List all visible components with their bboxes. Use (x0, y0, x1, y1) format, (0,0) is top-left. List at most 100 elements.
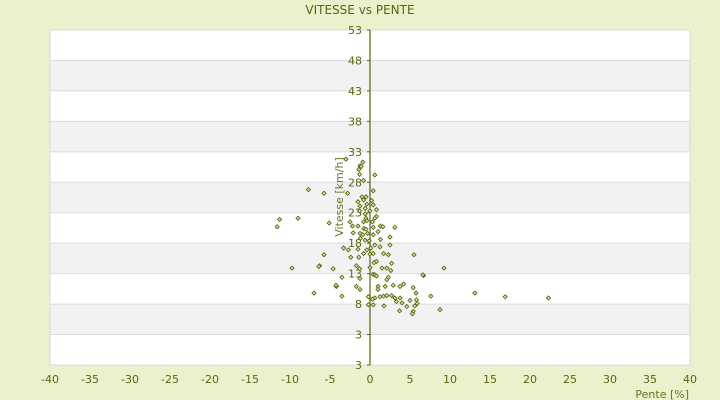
y-tick-label: 3 (355, 359, 362, 372)
data-point (392, 295, 398, 301)
data-point (364, 218, 370, 224)
data-point (348, 254, 354, 260)
data-point (377, 236, 384, 243)
data-point (369, 296, 376, 302)
chart-title: VITESSE vs PENTE (305, 3, 415, 17)
x-tick-label: -25 (161, 373, 179, 386)
data-point (362, 211, 368, 217)
data-point (345, 247, 352, 253)
y-tick-label: 18 (348, 237, 362, 250)
data-point (360, 197, 367, 203)
data-point (373, 207, 380, 213)
data-point (311, 290, 317, 296)
data-point (373, 258, 380, 265)
y-tick-label: 43 (348, 85, 362, 98)
data-point (400, 281, 407, 287)
data-point (387, 234, 393, 240)
x-tick-label: -30 (121, 373, 139, 386)
data-point (370, 302, 376, 308)
data-point (396, 308, 403, 314)
data-point (344, 190, 351, 196)
data-point (371, 260, 377, 266)
data-point (356, 208, 363, 214)
data-point (363, 194, 369, 200)
x-tick-label: -5 (325, 373, 336, 386)
x-axis-title: Pente [%] (635, 388, 689, 400)
data-point (356, 254, 362, 260)
data-point (350, 230, 356, 236)
x-tick-label: 0 (367, 373, 374, 386)
data-point (368, 197, 375, 204)
data-point (384, 265, 390, 271)
x-tick-label: 35 (643, 373, 657, 386)
x-tick-label: -15 (241, 373, 259, 386)
data-point (370, 232, 376, 238)
data-point (321, 252, 327, 258)
data-point (384, 277, 390, 283)
data-point (369, 219, 376, 225)
data-point (375, 286, 381, 293)
data-point (355, 246, 361, 252)
data-point (316, 263, 322, 269)
data-point (365, 294, 372, 300)
data-point (502, 294, 508, 300)
data-point (349, 223, 356, 229)
data-point (372, 172, 378, 178)
data-point (355, 199, 361, 205)
data-point (393, 299, 400, 305)
data-point (472, 290, 478, 296)
data-point (362, 237, 368, 243)
data-point (353, 283, 360, 290)
data-point (367, 264, 373, 271)
y-tick-label: 33 (348, 146, 362, 159)
data-point (373, 273, 380, 279)
data-point (360, 250, 367, 257)
data-point (326, 220, 332, 226)
data-point (437, 306, 443, 313)
data-point (390, 282, 396, 288)
data-point (347, 219, 353, 225)
data-point (387, 242, 393, 248)
x-tick-label: 5 (407, 373, 414, 386)
data-point (357, 235, 364, 241)
data-point (357, 275, 363, 282)
data-point (339, 274, 345, 280)
data-point (397, 283, 403, 290)
data-point (357, 286, 363, 293)
data-point (340, 245, 347, 251)
data-point (388, 260, 395, 266)
data-point (360, 232, 366, 238)
data-point (409, 311, 416, 317)
data-point (339, 293, 345, 299)
data-point (372, 242, 378, 248)
y-tick-label: 28 (348, 176, 362, 189)
data-point (414, 300, 420, 307)
data-point (363, 226, 369, 232)
x-tick-label: 20 (523, 373, 537, 386)
data-point (370, 224, 376, 230)
data-point (333, 282, 339, 288)
data-point (411, 252, 417, 258)
data-point (384, 292, 390, 299)
data-point (370, 250, 376, 257)
data-point (360, 177, 367, 184)
data-point (358, 163, 364, 170)
data-point (420, 272, 426, 278)
data-point (359, 194, 365, 200)
data-point (413, 290, 419, 296)
data-point (367, 208, 373, 214)
x-tick-label: 10 (443, 373, 457, 386)
data-point (397, 295, 403, 301)
data-point (428, 293, 434, 299)
data-point (356, 266, 363, 272)
data-point (407, 297, 413, 304)
data-point (366, 238, 372, 244)
y-tick-label: 48 (348, 54, 362, 67)
data-point (385, 252, 392, 258)
y-tick-label: 53 (348, 24, 362, 37)
x-tick-label: 25 (563, 373, 577, 386)
data-point (441, 265, 447, 271)
data-point (370, 188, 376, 194)
data-point (388, 292, 395, 299)
